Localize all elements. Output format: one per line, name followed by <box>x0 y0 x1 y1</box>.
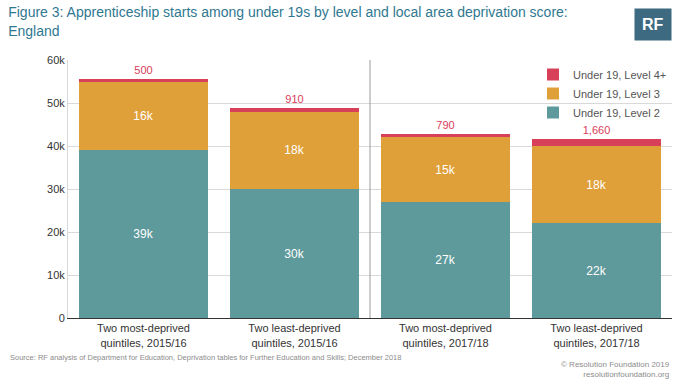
svg-text:30k: 30k <box>47 183 65 195</box>
svg-text:39k: 39k <box>133 227 153 241</box>
svg-text:18k: 18k <box>586 178 606 192</box>
svg-text:10k: 10k <box>47 269 65 281</box>
svg-text:18k: 18k <box>284 143 304 157</box>
svg-text:Two most-deprivedquintiles, 20: Two most-deprivedquintiles, 2017/18 <box>399 322 492 348</box>
svg-text:Figure 3: Apprenticeship start: Figure 3: Apprenticeship starts among un… <box>8 4 568 38</box>
svg-text:RF: RF <box>642 16 664 33</box>
svg-text:Two least-deprivedquintiles, 2: Two least-deprivedquintiles, 2017/18 <box>550 322 642 348</box>
svg-text:40k: 40k <box>47 140 65 152</box>
svg-text:60k: 60k <box>47 54 65 66</box>
svg-text:Two most-deprivedquintiles, 20: Two most-deprivedquintiles, 2015/16 <box>97 322 190 348</box>
svg-text:Under 19, Level 4+: Under 19, Level 4+ <box>573 69 666 81</box>
svg-text:© Resolution Foundation 2019re: © Resolution Foundation 2019resolutionfo… <box>561 360 670 379</box>
svg-text:16k: 16k <box>133 109 153 123</box>
svg-text:27k: 27k <box>435 253 455 267</box>
svg-text:50k: 50k <box>47 97 65 109</box>
svg-text:15k: 15k <box>435 163 455 177</box>
svg-text:910: 910 <box>285 93 303 105</box>
svg-text:790: 790 <box>436 119 454 131</box>
svg-text:Source: RF analysis of Departm: Source: RF analysis of Department for Ed… <box>10 353 401 362</box>
svg-text:22k: 22k <box>586 264 606 278</box>
svg-text:30k: 30k <box>284 247 304 261</box>
svg-text:Under 19, Level 2: Under 19, Level 2 <box>573 107 660 119</box>
svg-text:20k: 20k <box>47 226 65 238</box>
svg-text:0: 0 <box>59 312 65 324</box>
svg-text:1,660: 1,660 <box>583 124 611 136</box>
svg-text:Two least-deprivedquintiles, 2: Two least-deprivedquintiles, 2015/16 <box>248 322 340 348</box>
svg-text:Under 19, Level 3: Under 19, Level 3 <box>573 88 660 100</box>
svg-text:500: 500 <box>134 64 152 76</box>
